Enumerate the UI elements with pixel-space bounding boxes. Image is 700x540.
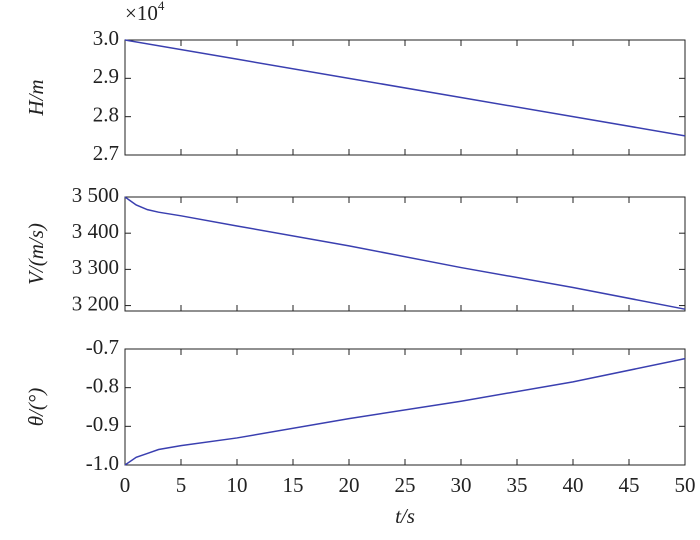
y-tick-label: 2.9 bbox=[93, 64, 119, 88]
x-tick-label: 40 bbox=[563, 473, 584, 497]
x-tick-label: 25 bbox=[395, 473, 416, 497]
y-tick-label: -0.7 bbox=[86, 335, 119, 359]
y-tick-label: 3 400 bbox=[72, 219, 119, 243]
data-line bbox=[124, 196, 686, 310]
y-tick-label: -0.8 bbox=[86, 373, 119, 397]
x-tick-label: 15 bbox=[283, 473, 304, 497]
multiplier-exponent: 4 bbox=[158, 0, 165, 13]
x-tick-label: 5 bbox=[176, 473, 187, 497]
axes-frame bbox=[124, 39, 686, 156]
y-tick-label: 2.8 bbox=[93, 102, 119, 126]
data-line bbox=[124, 357, 686, 466]
x-tick-label: 20 bbox=[339, 473, 360, 497]
y-axis-label: θ/(°) bbox=[24, 388, 48, 427]
x-tick-label: 10 bbox=[227, 473, 248, 497]
y-axis-label: V/(m/s) bbox=[24, 223, 48, 285]
x-tick-label: 35 bbox=[507, 473, 528, 497]
data-line bbox=[124, 39, 686, 137]
y-tick-label: 3 500 bbox=[72, 183, 119, 207]
x-tick-label: 50 bbox=[675, 473, 696, 497]
y-axis-label: H/m bbox=[24, 79, 48, 116]
axes-frame bbox=[124, 348, 686, 466]
axes-frame bbox=[124, 196, 686, 312]
y-tick-label: 3.0 bbox=[93, 26, 119, 50]
multiplier-base: ×10 bbox=[125, 1, 158, 25]
y-tick-label: -0.9 bbox=[86, 412, 119, 436]
axis-multiplier: ×104 bbox=[125, 0, 165, 25]
y-tick-label: -1.0 bbox=[86, 451, 119, 475]
y-tick-label: 3 300 bbox=[72, 255, 119, 279]
y-tick-label: 3 200 bbox=[72, 291, 119, 315]
y-tick-label: 2.7 bbox=[93, 141, 119, 165]
x-tick-label: 30 bbox=[451, 473, 472, 497]
x-axis-label: t/s bbox=[395, 504, 415, 528]
x-tick-label: 45 bbox=[619, 473, 640, 497]
x-tick-label: 0 bbox=[120, 473, 131, 497]
